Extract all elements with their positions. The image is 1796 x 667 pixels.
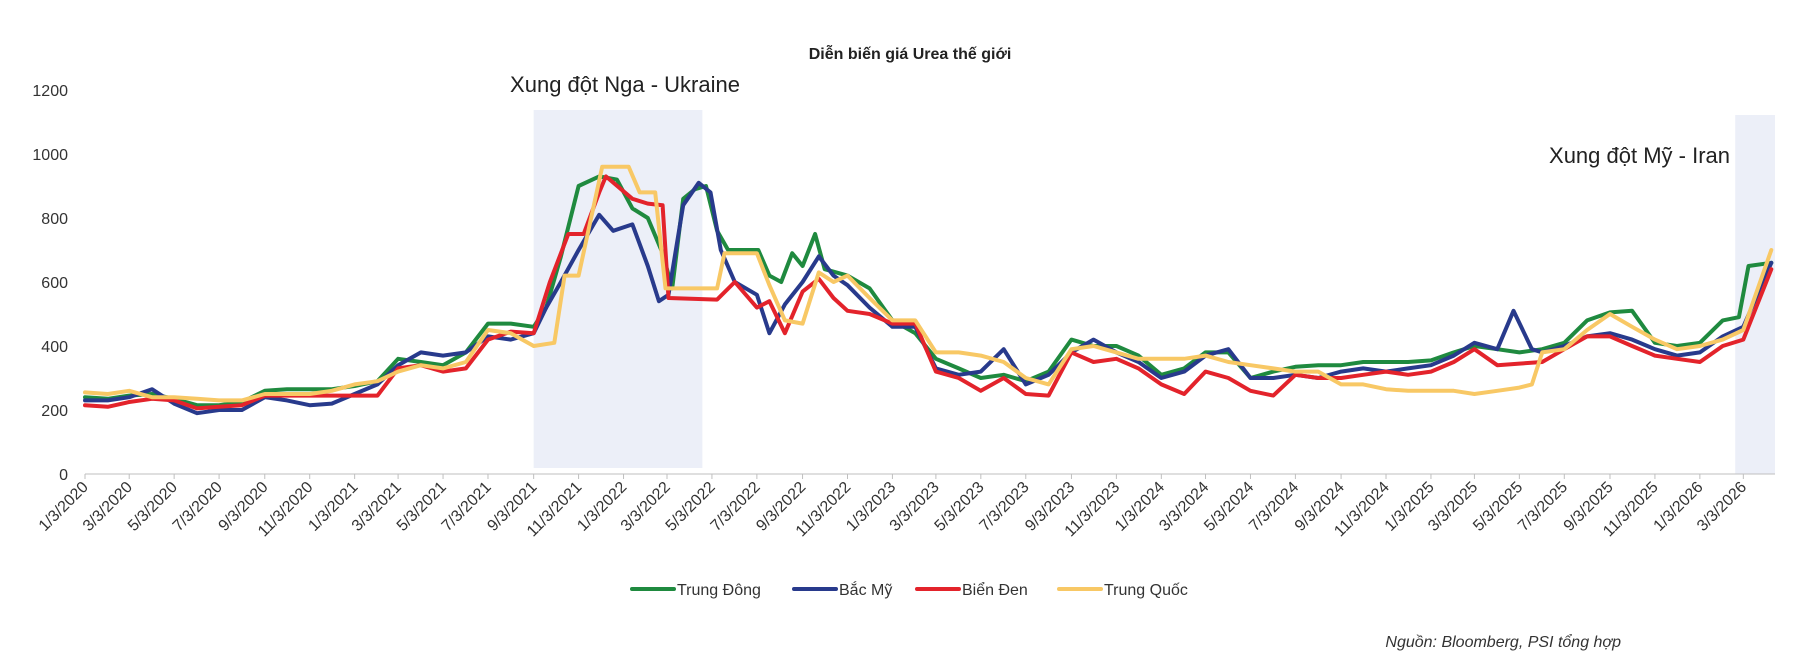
annotations: Xung đột Nga - Ukraine Xung đột Mỹ - Iran: [510, 72, 1730, 168]
legend-label: Bắc Mỹ: [839, 580, 892, 599]
x-tick-label: 7/3/2024: [1246, 479, 1302, 535]
x-tick-label: 7/3/2025: [1515, 479, 1571, 535]
y-tick-label: 0: [59, 467, 68, 484]
y-tick-label: 600: [41, 275, 68, 292]
legend-label: Trung Quốc: [1104, 582, 1188, 599]
legend: Trung Đông Bắc Mỹ Biển Đen Trung Quốc: [630, 580, 1188, 599]
series-line: [83, 174, 1774, 408]
x-tick-label: 7/3/2022: [708, 479, 764, 535]
legend-label: Trung Đông: [677, 582, 761, 599]
annotation-us-iran: Xung đột Mỹ - Iran: [1549, 143, 1730, 168]
legend-label: Biển Đen: [962, 581, 1028, 599]
annotation-russia-ukraine: Xung đột Nga - Ukraine: [510, 72, 740, 97]
y-tick-label: 400: [41, 339, 68, 356]
chart-title: Diễn biến giá Urea thế giới: [809, 44, 1012, 63]
series-lines: [83, 164, 1774, 416]
y-tick-label: 1200: [32, 83, 68, 100]
y-tick-label: 200: [41, 403, 68, 420]
y-tick-label: 1000: [32, 147, 68, 164]
series-line: [83, 180, 1774, 416]
series-line: [83, 164, 1774, 403]
x-tick-label: 7/3/2020: [170, 479, 226, 535]
y-tick-label: 800: [41, 211, 68, 228]
x-tick-label: 7/3/2021: [439, 479, 495, 535]
source-note: Nguồn: Bloomberg, PSI tổng hợp: [1385, 633, 1621, 651]
series-line: [83, 174, 1774, 411]
x-tick-label: 7/3/2023: [977, 479, 1033, 535]
